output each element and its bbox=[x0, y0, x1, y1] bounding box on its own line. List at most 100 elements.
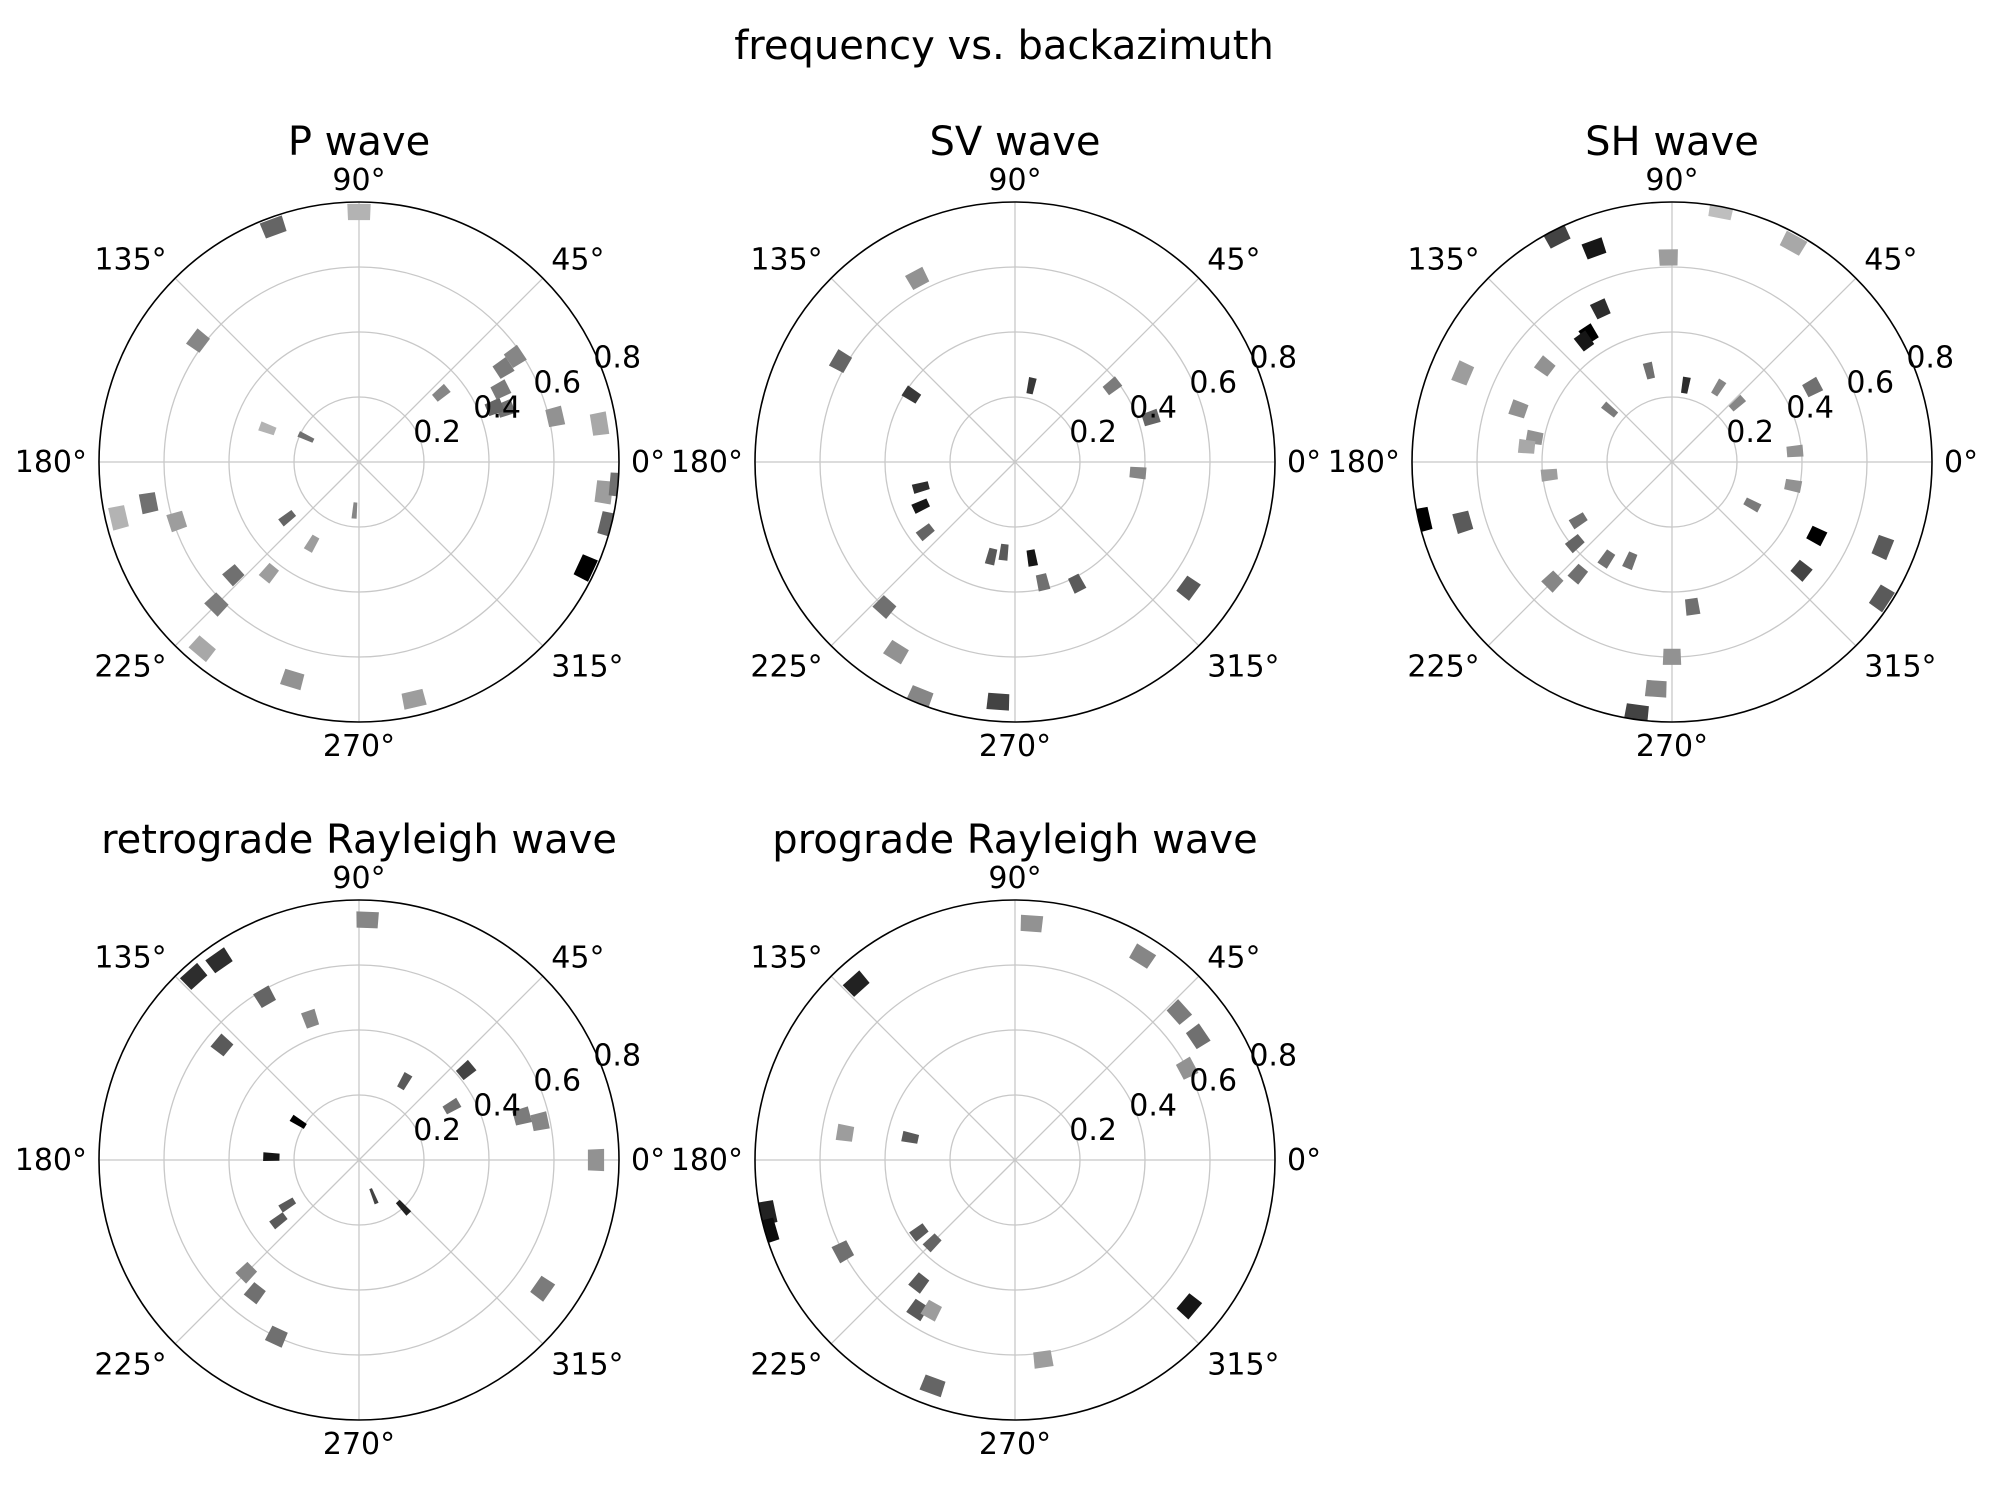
theta-tick-label: 135° bbox=[1407, 243, 1479, 278]
bin-mark bbox=[573, 554, 598, 582]
bin-mark bbox=[1806, 525, 1828, 547]
bin-mark bbox=[1589, 298, 1611, 320]
bin-mark bbox=[594, 480, 614, 505]
bin-mark bbox=[984, 547, 998, 566]
theta-gridline bbox=[358, 1159, 544, 1345]
r-tick-label: 0.8 bbox=[1249, 1039, 1297, 1074]
bin-mark bbox=[269, 1212, 288, 1230]
theta-gridline bbox=[1671, 277, 1857, 463]
r-tick-label: 0.2 bbox=[413, 415, 461, 450]
bin-mark bbox=[530, 1275, 556, 1302]
bin-mark bbox=[351, 502, 358, 519]
theta-gridline bbox=[1014, 1159, 1200, 1345]
theta-gridline bbox=[1487, 277, 1673, 463]
bin-mark bbox=[831, 1240, 855, 1264]
bin-mark bbox=[1541, 570, 1564, 593]
polar-spine bbox=[754, 899, 1276, 1421]
bin-mark bbox=[253, 985, 276, 1008]
r-tick-label: 0.2 bbox=[1069, 1113, 1117, 1148]
r-tick-label: 0.6 bbox=[533, 1063, 581, 1098]
theta-tick-label: 270° bbox=[979, 1427, 1051, 1462]
theta-gridline bbox=[174, 975, 360, 1161]
panel-title: prograde Rayleigh wave bbox=[772, 817, 1257, 863]
theta-tick-label: 270° bbox=[323, 729, 395, 764]
bin-mark bbox=[762, 1217, 780, 1243]
r-tick-label: 0.6 bbox=[1189, 365, 1237, 400]
theta-tick-label: 90° bbox=[988, 163, 1041, 198]
bin-mark bbox=[1681, 376, 1691, 394]
r-tick-label: 0.6 bbox=[1189, 1063, 1237, 1098]
r-tick-label: 0.4 bbox=[1129, 390, 1177, 425]
polar-spine bbox=[98, 201, 620, 723]
theta-gridline bbox=[358, 975, 544, 1161]
bin-mark bbox=[1624, 703, 1649, 721]
theta-tick-label: 270° bbox=[1636, 729, 1708, 764]
bin-mark bbox=[1790, 559, 1813, 582]
bin-mark bbox=[222, 564, 245, 587]
bin-mark bbox=[369, 1188, 379, 1205]
bin-mark bbox=[1020, 914, 1044, 933]
bin-mark bbox=[301, 1008, 320, 1029]
theta-tick-label: 315° bbox=[1207, 649, 1279, 684]
bin-mark bbox=[395, 1199, 412, 1216]
theta-tick-label: 225° bbox=[94, 1347, 166, 1382]
theta-tick-label: 90° bbox=[332, 861, 385, 896]
bin-mark bbox=[1176, 1293, 1203, 1320]
bin-mark bbox=[1540, 468, 1558, 482]
bin-mark bbox=[922, 1233, 942, 1253]
bin-mark bbox=[1662, 648, 1682, 665]
theta-tick-label: 225° bbox=[1407, 649, 1479, 684]
theta-gridline bbox=[174, 1159, 360, 1345]
bin-mark bbox=[1176, 575, 1201, 601]
r-tick-label: 0.6 bbox=[533, 365, 581, 400]
r-tick-label: 0.4 bbox=[473, 390, 521, 425]
bin-mark bbox=[883, 639, 909, 665]
bin-mark bbox=[835, 1123, 855, 1142]
bin-mark bbox=[1567, 563, 1589, 585]
theta-tick-label: 315° bbox=[551, 649, 623, 684]
bin-mark bbox=[204, 592, 229, 617]
panel-title: P wave bbox=[288, 119, 430, 165]
bin-mark bbox=[1035, 573, 1051, 592]
theta-tick-label: 0° bbox=[631, 445, 665, 480]
theta-tick-label: 315° bbox=[551, 1347, 623, 1382]
bin-mark bbox=[608, 472, 619, 497]
bin-mark bbox=[1871, 534, 1895, 561]
bin-mark bbox=[915, 523, 935, 542]
bin-mark bbox=[1779, 230, 1808, 256]
theta-tick-label: 90° bbox=[988, 861, 1041, 896]
bin-mark bbox=[1068, 573, 1087, 594]
bin-mark bbox=[179, 962, 208, 990]
theta-gridline bbox=[830, 277, 1016, 463]
bin-mark bbox=[492, 357, 515, 379]
theta-tick-label: 225° bbox=[750, 1347, 822, 1382]
theta-tick-label: 135° bbox=[750, 941, 822, 976]
theta-tick-label: 90° bbox=[332, 163, 385, 198]
polar-spine bbox=[1411, 201, 1933, 723]
bin-mark bbox=[258, 421, 277, 436]
bin-mark bbox=[303, 534, 320, 553]
bin-mark bbox=[278, 510, 297, 527]
theta-tick-label: 45° bbox=[1207, 243, 1260, 278]
bin-mark bbox=[828, 349, 853, 373]
theta-gridline bbox=[830, 975, 1016, 1161]
theta-tick-label: 90° bbox=[1645, 163, 1698, 198]
bin-mark bbox=[1784, 478, 1803, 493]
bin-mark bbox=[1601, 401, 1619, 418]
theta-tick-label: 45° bbox=[1864, 243, 1917, 278]
r-tick-label: 0.2 bbox=[1726, 415, 1774, 450]
panel-sh-wave: SH wave 0° 45° 90° 135° 180° 225° 270° 315° 0.2 0… bbox=[1328, 119, 1978, 764]
bin-mark bbox=[205, 947, 233, 974]
bin-mark bbox=[166, 510, 188, 533]
bin-mark bbox=[986, 692, 1010, 711]
theta-tick-label: 180° bbox=[15, 1143, 87, 1178]
bin-mark bbox=[243, 1282, 266, 1305]
bin-mark bbox=[1175, 1056, 1199, 1080]
theta-gridline bbox=[1014, 277, 1200, 463]
bin-mark bbox=[906, 685, 934, 708]
bin-mark bbox=[512, 1106, 532, 1126]
theta-tick-label: 45° bbox=[551, 243, 604, 278]
r-tick-label: 0.4 bbox=[1786, 390, 1834, 425]
bin-mark bbox=[1597, 549, 1616, 569]
bin-mark bbox=[1033, 1350, 1054, 1369]
